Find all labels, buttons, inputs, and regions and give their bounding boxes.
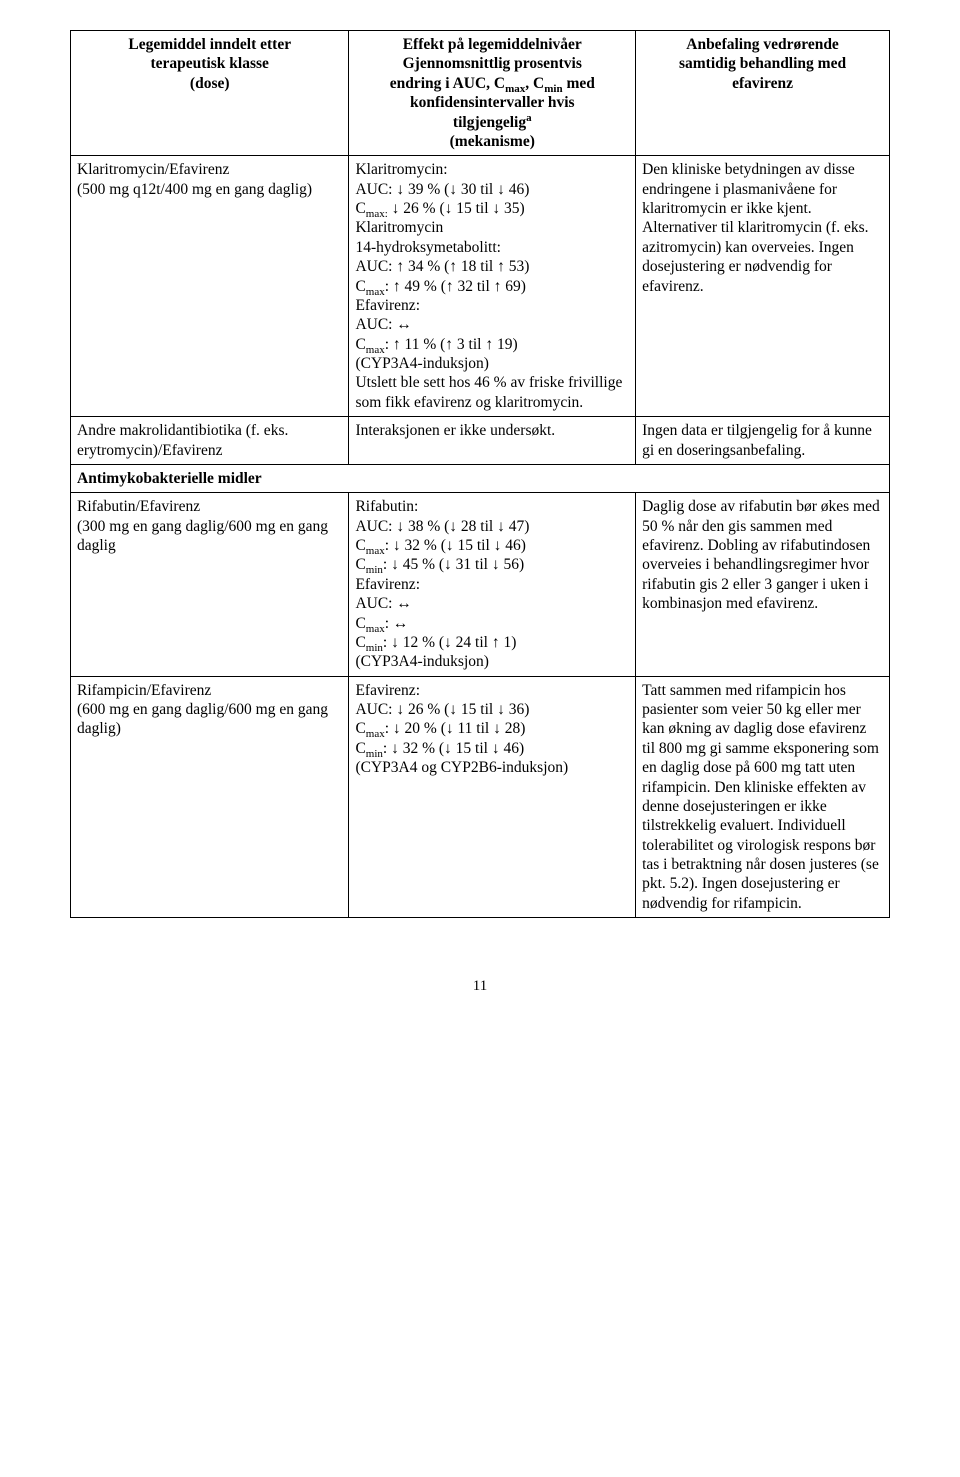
effect-text: : ↓ 12 % (↓ 24 til ↑ 1) (383, 634, 516, 651)
effect-text: : ↓ 32 % (↓ 15 til ↓ 46) (383, 740, 524, 757)
effect-text: Interaksjonen er ikke undersøkt. (355, 422, 555, 439)
header-text: endring i AUC, C (390, 75, 505, 92)
table-row: Rifabutin/Efavirenz (300 mg en gang dagl… (71, 493, 890, 676)
cell-effect: Rifabutin: AUC: ↓ 38 % (↓ 28 til ↓ 47) C… (349, 493, 636, 676)
effect-text: C (355, 278, 365, 295)
cell-recommendation: Den kliniske betydningen av disse endrin… (636, 156, 890, 417)
effect-text: : ↑ 49 % (↑ 32 til ↑ 69) (385, 278, 526, 295)
sub-max: max (366, 286, 385, 298)
sub-max: max (366, 623, 385, 635)
header-text: Effekt på legemiddelnivåer (403, 36, 582, 53)
drug-name: Andre makrolidantibiotika (f. eks. erytr… (77, 422, 288, 458)
recommendation-text: Ingen data er tilgjengelig for å kunne g… (642, 422, 872, 458)
sub-min: min (366, 564, 383, 576)
drug-dose: (600 mg en gang daglig/600 mg en gang da… (77, 701, 328, 737)
cell-recommendation: Ingen data er tilgjengelig for å kunne g… (636, 417, 890, 465)
header-text: tilgjengelig (453, 114, 526, 131)
recommendation-text: Daglig dose av rifabutin bør økes med 50… (642, 498, 880, 612)
header-text: (dose) (190, 75, 230, 92)
header-text: Gjennomsnittlig prosentvis (403, 55, 582, 72)
effect-text: AUC: ↓ 38 % (↓ 28 til ↓ 47) (355, 518, 529, 535)
drug-name: Rifampicin/Efavirenz (77, 682, 211, 699)
effect-text: : ↓ 45 % (↓ 31 til ↓ 56) (383, 556, 524, 573)
effect-text: C (355, 634, 365, 651)
effect-text: C (355, 556, 365, 573)
cell-effect: Efavirenz: AUC: ↓ 26 % (↓ 15 til ↓ 36) C… (349, 676, 636, 918)
effect-text: C (355, 740, 365, 757)
table-row: Andre makrolidantibiotika (f. eks. erytr… (71, 417, 890, 465)
drug-name: Rifabutin/Efavirenz (77, 498, 200, 515)
header-text: (mekanisme) (450, 133, 535, 150)
effect-text: C (355, 336, 365, 353)
cell-effect: Interaksjonen er ikke undersøkt. (349, 417, 636, 465)
effect-text: AUC: ↑ 34 % (↑ 18 til ↑ 53) (355, 258, 529, 275)
table-row: Klaritromycin/Efavirenz (500 mg q12t/400… (71, 156, 890, 417)
effect-text: Efavirenz: (355, 682, 420, 699)
effect-text: : ↓ 32 % (↓ 15 til ↓ 46) (385, 537, 526, 554)
effect-text: AUC: ↔ (355, 316, 411, 333)
sub-max: max (366, 344, 385, 356)
effect-text: 14-hydroksymetabolitt: (355, 239, 501, 256)
interaction-table: Legemiddel inndelt etter terapeutisk kla… (70, 30, 890, 918)
effect-text: C (355, 615, 365, 632)
effect-text: Utslett ble sett hos 46 % av friske friv… (355, 374, 622, 410)
section-label: Antimykobakterielle midler (77, 470, 262, 487)
effect-text: Efavirenz: (355, 576, 420, 593)
table-header-row: Legemiddel inndelt etter terapeutisk kla… (71, 31, 890, 156)
effect-text: : ↓ 20 % (↓ 11 til ↓ 28) (385, 720, 526, 737)
header-text: samtidig behandling med (679, 55, 846, 72)
drug-dose: (300 mg en gang daglig/600 mg en gang da… (77, 518, 328, 554)
effect-text: AUC: ↔ (355, 595, 411, 612)
effect-text: C (355, 720, 365, 737)
cell-recommendation: Tatt sammen med rifampicin hos pasienter… (636, 676, 890, 918)
effect-text: Rifabutin: (355, 498, 418, 515)
sub-max: max (366, 545, 385, 557)
section-heading-row: Antimykobakterielle midler (71, 464, 890, 492)
effect-text: C (355, 200, 365, 217)
effect-text: AUC: ↓ 26 % (↓ 15 til ↓ 36) (355, 701, 529, 718)
header-col2: Effekt på legemiddelnivåer Gjennomsnittl… (349, 31, 636, 156)
header-text: efavirenz (732, 75, 793, 92)
effect-text: Klaritromycin: (355, 161, 447, 178)
effect-text: C (355, 537, 365, 554)
recommendation-text: Den kliniske betydningen av disse endrin… (642, 161, 868, 294)
effect-text: (CYP3A4-induksjon) (355, 653, 488, 670)
effect-text: : ↑ 11 % (↑ 3 til ↑ 19) (385, 336, 518, 353)
effect-text: Efavirenz: (355, 297, 420, 314)
page-number: 11 (70, 978, 890, 995)
cell-effect: Klaritromycin: AUC: ↓ 39 % (↓ 30 til ↓ 4… (349, 156, 636, 417)
sub-max: max (366, 728, 385, 740)
cell-drug: Rifabutin/Efavirenz (300 mg en gang dagl… (71, 493, 349, 676)
cell-drug: Rifampicin/Efavirenz (600 mg en gang dag… (71, 676, 349, 918)
effect-text: : ↔ (385, 615, 409, 632)
document-page: Legemiddel inndelt etter terapeutisk kla… (0, 0, 960, 1035)
drug-dose: (500 mg q12t/400 mg en gang daglig) (77, 181, 312, 198)
section-heading: Antimykobakterielle midler (71, 464, 890, 492)
header-text: Legemiddel inndelt etter (128, 36, 291, 53)
effect-text: Klaritromycin (355, 219, 443, 236)
header-col1: Legemiddel inndelt etter terapeutisk kla… (71, 31, 349, 156)
table-row: Rifampicin/Efavirenz (600 mg en gang dag… (71, 676, 890, 918)
header-text: Anbefaling vedrørende (686, 36, 839, 53)
header-text: terapeutisk klasse (151, 55, 269, 72)
sup-a: a (526, 111, 532, 123)
cell-drug: Andre makrolidantibiotika (f. eks. erytr… (71, 417, 349, 465)
effect-text: ↓ 26 % (↓ 15 til ↓ 35) (388, 200, 525, 217)
drug-name: Klaritromycin/Efavirenz (77, 161, 229, 178)
header-text: , C (525, 75, 544, 92)
cell-recommendation: Daglig dose av rifabutin bør økes med 50… (636, 493, 890, 676)
header-text: med (563, 75, 595, 92)
effect-text: (CYP3A4 og CYP2B6-induksjon) (355, 759, 568, 776)
effect-text: AUC: ↓ 39 % (↓ 30 til ↓ 46) (355, 181, 529, 198)
recommendation-text: Tatt sammen med rifampicin hos pasienter… (642, 682, 879, 912)
cell-drug: Klaritromycin/Efavirenz (500 mg q12t/400… (71, 156, 349, 417)
header-col3: Anbefaling vedrørende samtidig behandlin… (636, 31, 890, 156)
effect-text: (CYP3A4-induksjon) (355, 355, 488, 372)
header-text: konfidensintervaller hvis (410, 94, 575, 111)
